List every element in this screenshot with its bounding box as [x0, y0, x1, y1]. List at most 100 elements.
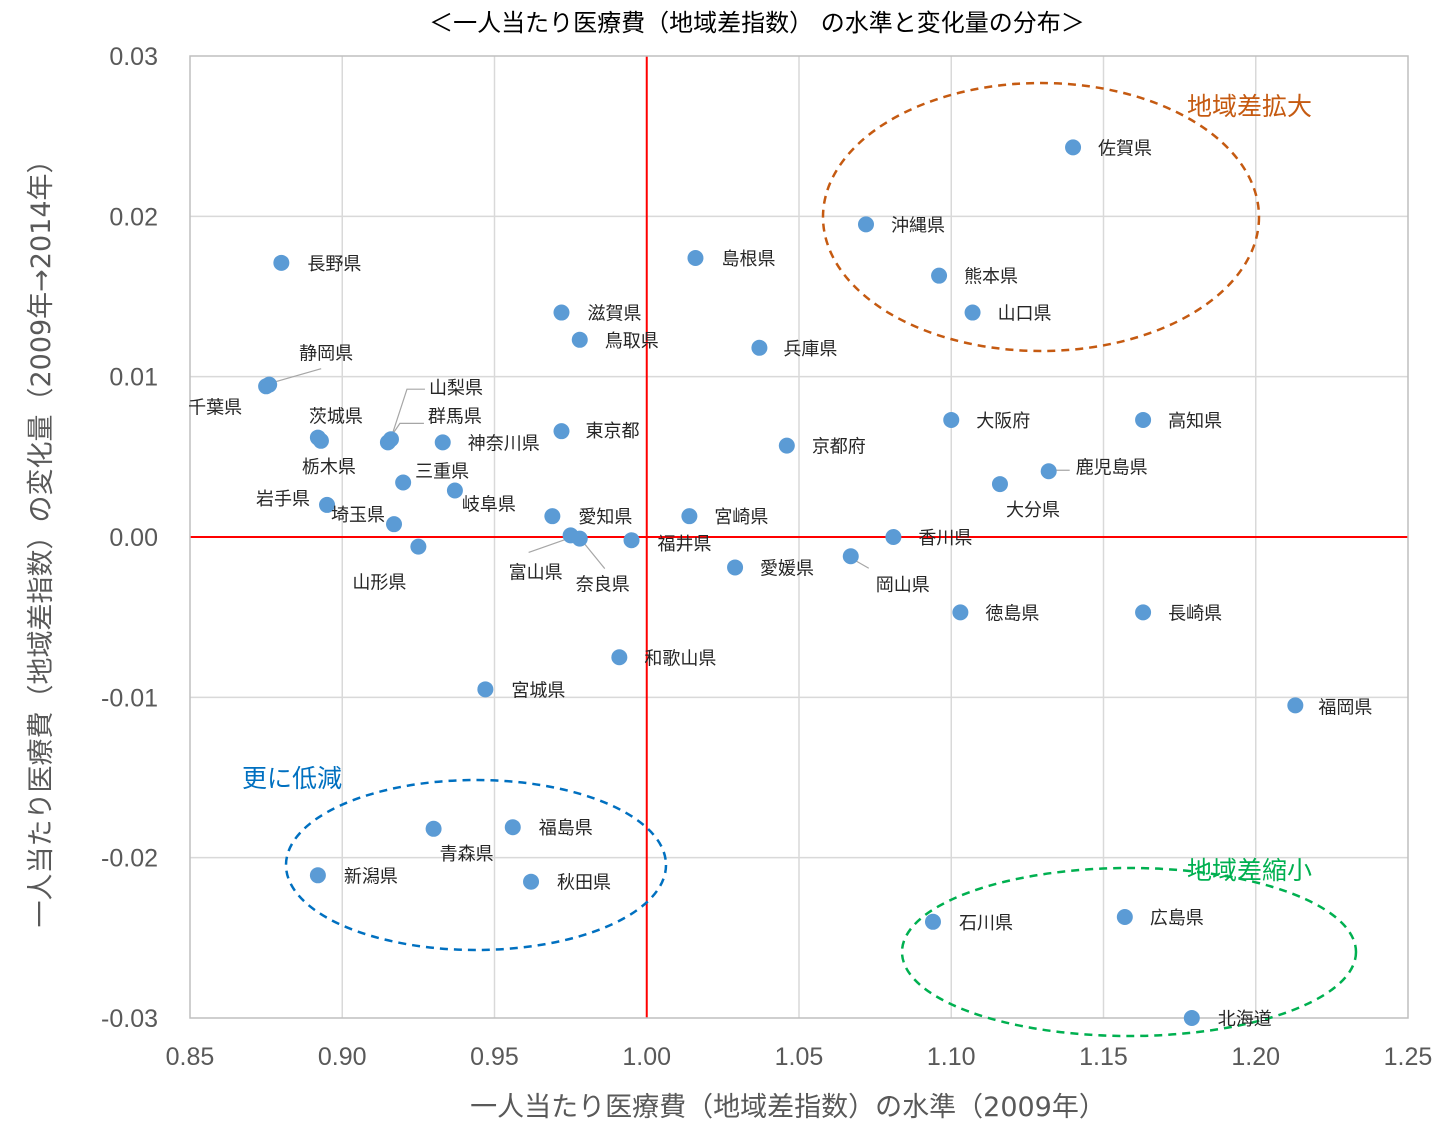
data-point	[553, 305, 569, 321]
contraction-ellipse	[902, 868, 1356, 1036]
data-point	[553, 423, 569, 439]
data-point	[687, 250, 703, 266]
point-label: 沖縄県	[891, 215, 945, 236]
point-label: 長崎県	[1168, 603, 1222, 624]
data-point	[435, 434, 451, 450]
y-axis-title: 一人当たり医療費（地域差指数）の変化量（2009年→2014年）	[26, 146, 57, 927]
point-label: 埼玉県	[331, 505, 385, 526]
data-point	[572, 531, 588, 547]
point-label: 福島県	[539, 818, 593, 839]
point-label: 岩手県	[256, 489, 310, 510]
point-label: 鳥取県	[605, 331, 659, 352]
y-tick-label: 0.00	[109, 524, 158, 552]
data-point	[751, 340, 767, 356]
x-tick-label: 1.10	[927, 1043, 976, 1071]
point-label: 佐賀県	[1098, 138, 1152, 159]
data-point	[310, 867, 326, 883]
point-label: 京都府	[812, 437, 866, 458]
data-point	[313, 433, 329, 449]
point-label: 千葉県	[188, 397, 242, 418]
point-label: 島根県	[721, 249, 775, 270]
point-label: 高知県	[1168, 411, 1222, 432]
point-label: 福井県	[658, 534, 712, 555]
point-label: 新潟県	[344, 866, 398, 887]
point-label: 和歌山県	[644, 648, 716, 669]
data-point	[681, 508, 697, 524]
leader-line	[855, 560, 869, 568]
data-point	[1117, 909, 1133, 925]
x-tick-label: 1.15	[1079, 1043, 1128, 1071]
point-label: 石川県	[959, 913, 1013, 934]
data-point	[992, 476, 1008, 492]
point-label: 三重県	[415, 461, 469, 482]
y-tick-label: -0.01	[101, 684, 158, 712]
point-label: 秋田県	[557, 873, 611, 894]
leader-line	[583, 542, 605, 569]
leader-line	[529, 539, 566, 552]
point-label: 山口県	[998, 304, 1052, 325]
data-point	[1184, 1010, 1200, 1026]
point-label: 福岡県	[1318, 697, 1372, 718]
data-point	[1065, 139, 1081, 155]
point-label: 山梨県	[429, 378, 483, 399]
leader-line	[272, 369, 321, 383]
data-point	[965, 305, 981, 321]
point-label: 宮崎県	[714, 507, 768, 528]
data-point	[779, 438, 795, 454]
data-point	[261, 377, 277, 393]
region-annotation-label: 更に低減	[242, 764, 342, 793]
y-tick-label: -0.02	[101, 845, 158, 873]
point-label: 大分県	[1006, 500, 1060, 521]
point-label: 静岡県	[299, 344, 353, 365]
x-tick-label: 0.85	[166, 1043, 215, 1071]
point-label: 岐阜県	[462, 495, 516, 516]
data-point	[544, 508, 560, 524]
data-point	[1041, 463, 1057, 479]
point-label: 徳島県	[985, 603, 1039, 624]
point-label: 富山県	[509, 562, 563, 583]
point-label: 宮城県	[511, 680, 565, 701]
point-label: 香川県	[918, 528, 972, 549]
y-tick-label: 0.02	[109, 203, 158, 231]
point-label: 広島県	[1150, 908, 1204, 929]
point-label: 鹿児島県	[1076, 457, 1148, 478]
region-annotation-label: 地域差縮小	[1187, 856, 1312, 885]
data-point	[410, 539, 426, 555]
chart-title: ＜一人当たり医療費（地域差指数） の水準と変化量の分布＞	[429, 9, 1085, 37]
point-label: 愛媛県	[760, 558, 814, 579]
point-label: 愛知県	[578, 507, 632, 528]
x-tick-label: 1.00	[622, 1043, 671, 1071]
data-point	[523, 874, 539, 890]
tick-labels: 0.85 0.90 0.95 1.00 1.05 1.10 1.15 1.20 1.25 -0.0…	[101, 43, 1432, 1071]
x-tick-label: 1.20	[1231, 1043, 1280, 1071]
data-point	[952, 604, 968, 620]
data-point	[426, 821, 442, 837]
point-label: 群馬県	[428, 406, 482, 427]
data-point	[885, 529, 901, 545]
x-tick-label: 0.95	[470, 1043, 519, 1071]
data-point	[395, 474, 411, 490]
data-point	[447, 483, 463, 499]
x-tick-label: 0.90	[318, 1043, 367, 1071]
data-point	[273, 255, 289, 271]
point-label: 神奈川県	[468, 433, 540, 454]
data-point	[843, 548, 859, 564]
point-label: 奈良県	[576, 575, 630, 596]
x-tick-label: 1.25	[1384, 1043, 1433, 1071]
x-tick-label: 1.05	[775, 1043, 824, 1071]
data-point	[931, 268, 947, 284]
data-point	[1135, 412, 1151, 428]
data-point	[477, 681, 493, 697]
point-label: 北海道	[1218, 1009, 1272, 1030]
data-point	[386, 516, 402, 532]
y-tick-label: -0.03	[101, 1005, 158, 1033]
data-point	[383, 431, 399, 447]
data-point	[611, 649, 627, 665]
point-label: 大阪府	[976, 411, 1030, 432]
point-label: 熊本県	[964, 267, 1018, 288]
data-point	[943, 412, 959, 428]
point-label: 山形県	[352, 573, 406, 594]
y-tick-label: 0.01	[109, 364, 158, 392]
